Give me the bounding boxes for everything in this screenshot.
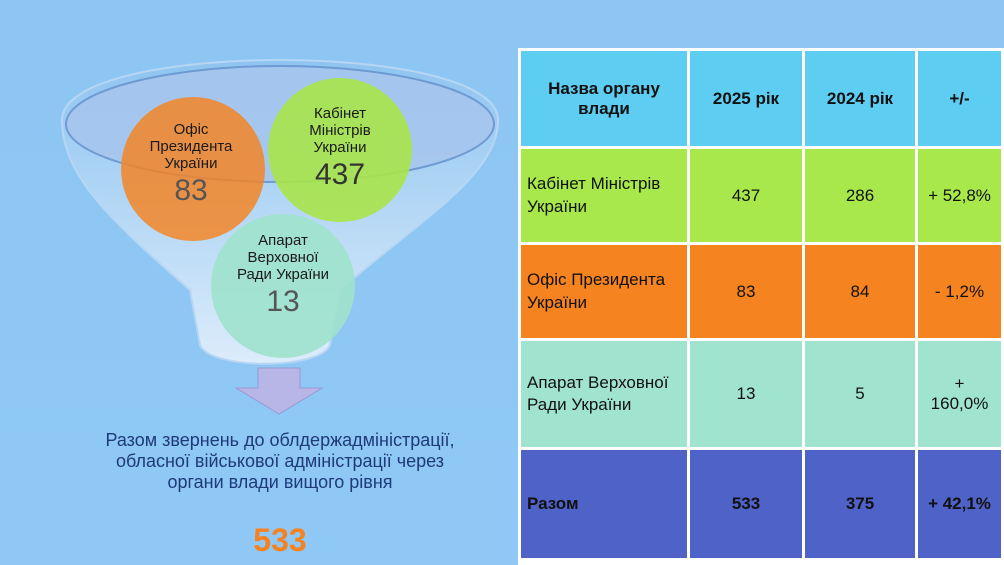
total-name: Разом — [521, 450, 687, 558]
summary-text: Разом звернень до облдержадміністрації, … — [105, 430, 455, 493]
total-diff: + 42,1% — [918, 450, 1001, 558]
circle-office-label: Офіс Президента України 83 — [131, 121, 251, 208]
row-parliament-2025: 13 — [690, 341, 802, 447]
total-2024: 375 — [805, 450, 915, 558]
table-row: Кабінет Міністрів України 437 286 + 52,8… — [521, 149, 1001, 242]
comparison-table: Назва органу влади 2025 рік 2024 рік +/-… — [518, 48, 1004, 565]
summary-total: 533 — [253, 522, 307, 558]
total-2025: 533 — [690, 450, 802, 558]
row-cabinet-diff: + 52,8% — [918, 149, 1001, 242]
row-office-2025: 83 — [690, 245, 802, 338]
circle-office-value: 83 — [174, 174, 208, 208]
down-arrow — [234, 367, 324, 415]
row-office-2024: 84 — [805, 245, 915, 338]
circle-parliament-name: Апарат Верховної Ради України — [236, 232, 330, 283]
circle-parliament-value: 13 — [266, 285, 300, 319]
circle-office-name: Офіс Президента України — [149, 121, 233, 172]
circle-cabinet-name: Кабінет Міністрів України — [309, 105, 371, 156]
row-cabinet-name: Кабінет Міністрів України — [521, 149, 687, 242]
header-name: Назва органу влади — [521, 51, 687, 146]
header-2025: 2025 рік — [690, 51, 802, 146]
table-total-row: Разом 533 375 + 42,1% — [521, 450, 1001, 558]
circle-office — [121, 97, 265, 241]
header-diff: +/- — [918, 51, 1001, 146]
circle-parliament — [211, 214, 355, 358]
row-parliament-2024: 5 — [805, 341, 915, 447]
row-parliament-name: Апарат Верховної Ради України — [521, 341, 687, 447]
table-row: Офіс Президента України 83 84 - 1,2% — [521, 245, 1001, 338]
circle-cabinet-value: 437 — [314, 158, 366, 192]
row-parliament-diff: + 160,0% — [918, 341, 1001, 447]
row-office-diff: - 1,2% — [918, 245, 1001, 338]
header-2024: 2024 рік — [805, 51, 915, 146]
row-office-name: Офіс Президента України — [521, 245, 687, 338]
circle-cabinet — [268, 78, 412, 222]
row-cabinet-2024: 286 — [805, 149, 915, 242]
funnel-diagram — [60, 59, 500, 415]
circle-parliament-label: Апарат Верховної Ради України 13 — [231, 232, 335, 319]
row-cabinet-2025: 437 — [690, 149, 802, 242]
table-row: Апарат Верховної Ради України 13 5 + 160… — [521, 341, 1001, 447]
circle-cabinet-label: Кабінет Міністрів України 437 — [284, 105, 396, 192]
table-header-row: Назва органу влади 2025 рік 2024 рік +/- — [521, 51, 1001, 146]
